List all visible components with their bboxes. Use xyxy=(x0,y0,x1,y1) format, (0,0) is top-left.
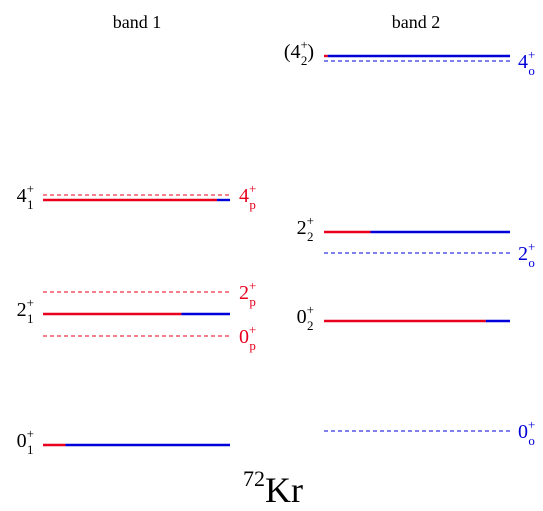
level-labels: 4+ p 2+ p 0+ p 4+ 1 2+ 1 0+ 1 4+ o 2+ o 0+ o (4+ 2) 2+ 2 0+ 2 xyxy=(17,37,536,457)
band1-title: band 1 xyxy=(113,12,162,32)
ref-label-p0: 0+ p xyxy=(239,322,256,353)
ref-label-o0: 0+ o xyxy=(518,417,535,448)
ref-label-o2: 2+ o xyxy=(518,239,535,270)
band2-title: band 2 xyxy=(392,12,441,32)
ref-label-p4: 4+ p xyxy=(239,181,256,212)
level-label-g2-2: 2+ 2 xyxy=(297,213,314,244)
band-levels xyxy=(43,54,510,447)
nucleus-mass-number: 72 xyxy=(243,466,265,491)
level-label-g1-0: 0+ 1 xyxy=(17,426,34,457)
nucleus-title: 72Kr xyxy=(243,466,303,506)
ref-label-o4: 4+ o xyxy=(518,47,535,78)
level-label-g2-4: (4+ 2) xyxy=(284,37,314,68)
ref-label-p2: 2+ p xyxy=(239,278,256,309)
level-label-g2-0: 0+ 2 xyxy=(297,302,314,333)
nucleus-symbol: Kr xyxy=(265,470,303,506)
level-label-g1-4: 4+ 1 xyxy=(17,181,34,212)
level-label-g1-2: 2+ 1 xyxy=(17,295,34,326)
reference-levels xyxy=(43,60,510,432)
